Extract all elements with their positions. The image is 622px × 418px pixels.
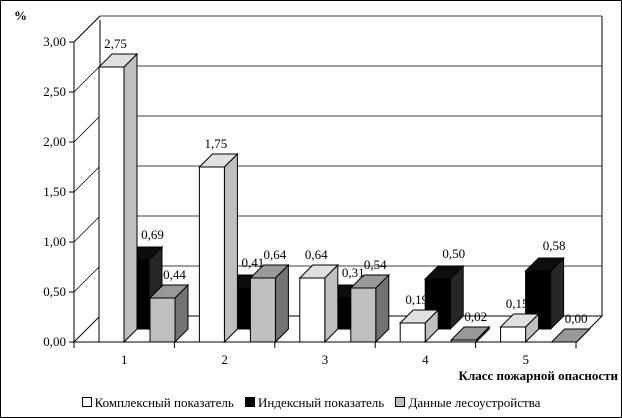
data-label: 1,75 <box>205 136 228 151</box>
data-label: 0,02 <box>464 309 487 324</box>
data-label: 0,64 <box>264 247 287 262</box>
data-label: 0,44 <box>163 267 186 282</box>
bar-2-1 <box>249 263 290 344</box>
y-tick-label: 0,00 <box>43 334 66 349</box>
bar-0-4 <box>499 312 540 344</box>
bar-side <box>223 152 238 344</box>
data-label: 0,69 <box>141 227 164 242</box>
x-tick-label: 4 <box>422 352 429 367</box>
y-tick-label: 2,50 <box>43 84 66 99</box>
x-tick-label: 5 <box>523 352 530 367</box>
bar-front <box>299 277 326 343</box>
data-label: 0,00 <box>565 311 588 326</box>
gridline-side <box>73 15 101 43</box>
bar-front <box>450 339 477 343</box>
y-tick-label: 1,50 <box>43 184 66 199</box>
bar-front <box>399 322 426 343</box>
legend-swatch-index <box>245 397 256 407</box>
bars <box>97 52 591 344</box>
legend-item-complex: Комплексный показатель <box>81 395 234 411</box>
gridline-side <box>73 165 101 193</box>
data-label: 0,64 <box>305 247 328 262</box>
x-tick-label: 1 <box>121 352 128 367</box>
bar-0-2 <box>298 263 340 344</box>
y-tick-label: 3,00 <box>43 34 66 49</box>
x-tick-label: 3 <box>322 352 329 367</box>
bar-0-3 <box>398 308 440 344</box>
bar-2-3 <box>449 325 491 344</box>
bar-front <box>198 166 225 343</box>
legend-label-index: Индексный показатель <box>258 395 385 410</box>
bar-front <box>249 277 276 343</box>
gridline-side <box>73 265 101 293</box>
data-labels: 0,69 2,75 0,44 0,41 1,75 0,64 0,31 0,64 0,54 0,50… <box>104 36 587 326</box>
gridlines <box>73 15 602 293</box>
bar-front <box>98 66 125 343</box>
legend-label-complex: Комплексный показатель <box>94 395 234 410</box>
x-axis-ticks: 1 2 3 4 5 <box>73 342 577 367</box>
data-label: 0,54 <box>364 257 387 272</box>
bar-front <box>149 297 176 343</box>
y-tick-label: 1,00 <box>43 234 66 249</box>
bar-2-2 <box>349 273 391 344</box>
y-tick-label: 2,00 <box>43 134 66 149</box>
data-label: 0,15 <box>506 296 529 311</box>
y-axis-ticks: 0,00 0,50 1,00 1,50 2,00 2,50 3,00 <box>43 34 74 349</box>
data-label: 2,75 <box>104 36 127 51</box>
legend-item-index: Индексный показатель <box>245 395 384 411</box>
legend-label-forestry: Данные лесоустройства <box>408 395 541 410</box>
bar-front <box>350 287 377 343</box>
bar-front <box>500 326 527 343</box>
x-tick-label: 2 <box>221 352 228 367</box>
gridline-side <box>73 65 101 93</box>
data-label: 0,41 <box>242 255 265 270</box>
legend-swatch-forestry <box>395 397 406 407</box>
bar-0-0 <box>97 52 139 344</box>
y-tick-label: 0,50 <box>43 284 66 299</box>
gridline-side <box>73 115 101 143</box>
legend-swatch-complex <box>81 397 92 407</box>
data-label: 0,50 <box>442 246 465 261</box>
legend-item-forestry: Данные лесоустройства <box>395 395 540 411</box>
data-label: 0,31 <box>342 265 365 280</box>
x-axis-label: Класс пожарной опасности <box>459 368 619 383</box>
bar-side <box>123 52 138 344</box>
bar-0-1 <box>198 152 239 344</box>
legend: Комплексный показатель Индексный показат… <box>0 395 622 411</box>
data-label: 0,19 <box>405 292 428 307</box>
gridline-side <box>73 215 101 243</box>
data-label: 0,58 <box>543 238 566 253</box>
bar-2-0 <box>148 283 190 344</box>
bar-2-4 <box>550 328 591 343</box>
y-axis-label: % <box>14 8 27 23</box>
